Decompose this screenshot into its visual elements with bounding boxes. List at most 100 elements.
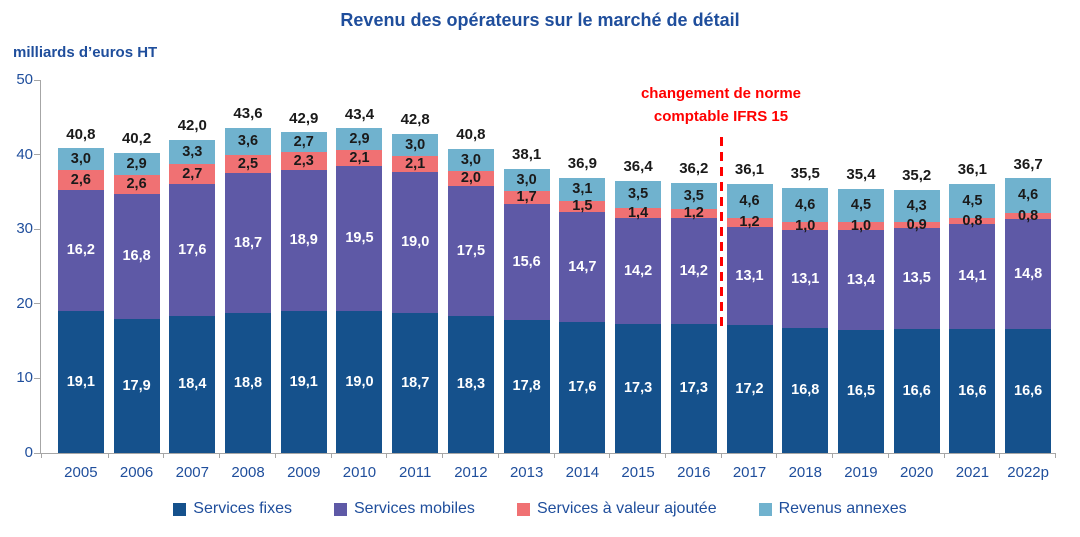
x-axis-label: 2021 <box>955 464 990 481</box>
bar-segment-label: 18,4 <box>178 376 207 393</box>
bar-total-label: 36,1 <box>734 160 765 178</box>
x-tick-mark <box>386 454 388 458</box>
x-tick-mark <box>720 454 722 458</box>
legend-label: Revenus annexes <box>778 500 907 517</box>
bar-segment-label: 19,0 <box>345 373 374 390</box>
legend-item: Services mobiles <box>334 500 475 518</box>
bar-segment: 19,1 <box>280 311 327 453</box>
x-axis-label: 2009 <box>287 464 321 481</box>
annotation-ifrs15: changement de norme comptable IFRS 15 <box>581 82 861 128</box>
bar-total-label: 35,4 <box>846 165 876 183</box>
bar-segment-label: 14,2 <box>623 262 653 279</box>
bar-segment-label: 19,1 <box>289 373 318 390</box>
y-tick-mark <box>34 228 40 230</box>
bar-segment: 14,7 <box>559 212 606 322</box>
x-axis-label: 2019 <box>844 464 878 481</box>
bar-segment-label: 2,1 <box>405 155 426 172</box>
bar-segment-label: 1,5 <box>572 198 593 215</box>
bar-segment: 2,6 <box>57 170 104 190</box>
bar-total-label: 40,8 <box>456 125 486 143</box>
bar-segment-label: 16,6 <box>1014 382 1043 399</box>
legend: Services fixes Services mobiles Services à… <box>0 500 1080 518</box>
x-axis-label: 2011 <box>399 464 432 481</box>
bar-segment: 2,0 <box>447 170 494 187</box>
bar-segment-label: 1,7 <box>516 189 537 206</box>
x-tick-mark <box>330 454 332 458</box>
ifrs-divider-line <box>720 137 724 327</box>
x-tick-mark <box>832 454 834 458</box>
x-axis-label: 2022p <box>1007 464 1049 481</box>
bar-segment: 1,2 <box>726 214 773 231</box>
bar-segment: 19,0 <box>336 311 383 453</box>
bar-segment: 1,5 <box>559 198 606 215</box>
bar-segment-label: 2,1 <box>349 149 370 166</box>
bar-segment-label: 13,1 <box>735 267 764 284</box>
bar-segment: 17,3 <box>670 324 717 453</box>
bar-segment: 3,0 <box>503 169 550 191</box>
bar-segment-label: 2,0 <box>460 170 481 187</box>
bar-segment-label: 1,4 <box>627 204 649 221</box>
legend-label: Services mobiles <box>354 500 475 517</box>
bar-segment-label: 3,1 <box>572 181 593 198</box>
bar-segment-label: 16,8 <box>122 248 151 265</box>
bar-segment: 18,7 <box>225 173 272 313</box>
bar-segment-label: 3,0 <box>516 171 537 188</box>
bar-segment: 3,6 <box>225 128 272 155</box>
bar-segment: 14,1 <box>949 224 996 329</box>
bar-segment: 1,7 <box>503 189 550 206</box>
bar-segment: 16,2 <box>57 190 104 311</box>
bar-segment: 4,5 <box>949 184 996 218</box>
bar-segment-label: 17,6 <box>568 379 597 396</box>
bar-segment-label: 3,3 <box>182 143 203 160</box>
bar-total-label: 35,2 <box>902 167 932 185</box>
bar-segment: 2,7 <box>280 132 327 152</box>
y-tick-mark <box>34 303 40 305</box>
bar-segment-label: 3,0 <box>460 151 481 168</box>
bar-segment: 18,9 <box>280 170 327 311</box>
bar-segment: 0,9 <box>893 218 940 232</box>
x-tick-mark <box>163 454 165 458</box>
bar-segment-label: 1,2 <box>739 214 760 231</box>
bar-segment: 1,2 <box>670 206 717 220</box>
bar-segment-label: 16,2 <box>66 242 95 259</box>
bar-segment-label: 3,5 <box>627 186 649 203</box>
x-axis-label: 2008 <box>231 464 265 481</box>
bar-segment-label: 0,9 <box>906 216 927 233</box>
bar-segment: 17,3 <box>615 324 662 453</box>
bar-segment: 14,2 <box>615 218 662 324</box>
bar-segment-label: 0,8 <box>1018 207 1039 224</box>
bar-segment: 3,0 <box>57 148 104 170</box>
bar-segment-label: 17,3 <box>679 380 708 397</box>
bar-segment-label: 3,5 <box>683 187 704 204</box>
x-tick-mark <box>1055 454 1056 458</box>
bar-segment-label: 13,4 <box>846 271 876 288</box>
bar-segment-label: 4,5 <box>962 192 983 209</box>
x-tick-mark <box>609 454 611 458</box>
bar-segment: 4,6 <box>782 188 829 222</box>
annotation-line-1: changement de norme <box>640 85 802 102</box>
bar-segment: 17,2 <box>726 325 773 453</box>
bar-total-label: 36,4 <box>623 158 653 176</box>
bar-segment-label: 3,0 <box>70 150 91 167</box>
bar-segment: 18,8 <box>225 313 272 453</box>
y-axis-unit-label: milliards d’euros HT <box>13 44 158 61</box>
bar-segment: 1,4 <box>615 204 662 221</box>
bar-segment-label: 2,6 <box>126 176 147 193</box>
x-axis-label: 2018 <box>788 464 822 481</box>
bar-segment: 3,1 <box>559 178 606 201</box>
bar-segment: 19,5 <box>336 166 383 311</box>
x-tick-mark <box>553 454 555 458</box>
x-axis-label: 2016 <box>677 464 711 481</box>
y-tick-label: 40 <box>16 145 33 163</box>
bar-segment-label: 17,2 <box>735 380 764 397</box>
bar-segment: 17,9 <box>113 319 160 453</box>
x-tick-mark <box>664 454 666 458</box>
legend-item: Services fixes <box>173 500 292 518</box>
bar-segment: 4,6 <box>726 184 773 218</box>
bar-segment: 2,5 <box>225 155 272 173</box>
bar-segment-label: 19,1 <box>66 373 95 390</box>
bar-segment-label: 14,2 <box>679 262 708 279</box>
bar-segment-label: 2,5 <box>237 155 259 172</box>
bar-segment: 2,3 <box>280 152 327 170</box>
bar-total-label: 42,9 <box>289 109 319 127</box>
